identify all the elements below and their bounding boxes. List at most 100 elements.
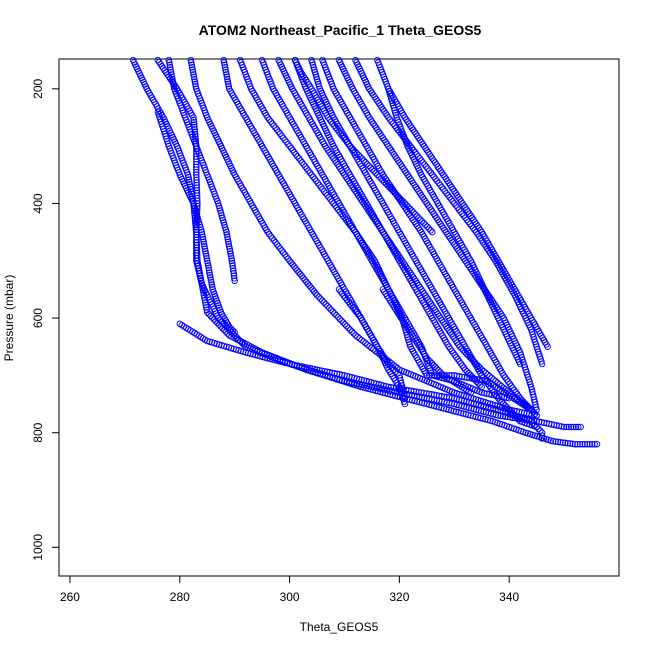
data-point (168, 71, 175, 78)
data-point (233, 334, 241, 342)
data-point (523, 401, 531, 409)
data-point (425, 390, 433, 398)
data-point (338, 290, 346, 297)
data-point (467, 389, 475, 396)
data-point (193, 254, 200, 262)
data-point (516, 395, 524, 402)
data-point (521, 400, 529, 407)
data-point (208, 281, 216, 288)
data-point (190, 118, 198, 126)
data-point (431, 363, 439, 371)
data-point (425, 225, 433, 232)
data-point (302, 163, 309, 170)
data-point (189, 66, 196, 73)
data-point (280, 249, 287, 256)
data-point (350, 330, 357, 337)
data-point (346, 373, 353, 380)
data-point (423, 223, 431, 230)
data-point (200, 238, 207, 245)
data-point (340, 292, 347, 299)
data-point (298, 159, 306, 166)
data-point (238, 339, 246, 347)
data-point (362, 339, 369, 347)
data-point (265, 230, 273, 238)
data-point (338, 371, 346, 379)
data-point (200, 240, 208, 248)
data-point (319, 297, 326, 304)
data-point (401, 392, 408, 400)
data-point (365, 378, 373, 386)
data-point (401, 200, 409, 207)
data-point (295, 155, 303, 162)
chart-title: ATOM2 Northeast_Pacific_1 Theta_GEOS5 (199, 22, 482, 38)
y-tick-label: 600 (31, 308, 45, 328)
data-point (500, 384, 507, 391)
data-point (312, 289, 319, 297)
data-point (227, 250, 234, 257)
data-point (217, 209, 225, 217)
data-point (334, 206, 342, 213)
data-point (190, 71, 197, 78)
data-point (224, 233, 231, 241)
data-point (264, 228, 271, 236)
data-point (387, 185, 395, 193)
data-point (538, 360, 546, 368)
data-point (293, 267, 301, 274)
data-point (169, 76, 176, 83)
data-point (326, 304, 333, 312)
data-point (516, 360, 524, 368)
data-point (308, 171, 315, 179)
data-point (566, 440, 574, 447)
data-point (581, 440, 589, 448)
data-point (342, 294, 349, 301)
data-point (223, 231, 231, 238)
data-point (531, 421, 539, 429)
data-point (478, 383, 485, 391)
data-point (201, 245, 209, 253)
data-point (203, 309, 211, 316)
data-point (417, 216, 424, 223)
data-point (280, 134, 287, 142)
data-point (221, 61, 228, 69)
data-point (353, 150, 361, 157)
data-point (315, 293, 323, 301)
data-point (326, 369, 333, 376)
data-point (207, 274, 214, 281)
data-point (224, 76, 231, 83)
data-point (430, 361, 437, 369)
data-point (338, 132, 346, 140)
data-point (416, 393, 423, 401)
data-point (294, 153, 301, 160)
data-point (415, 214, 422, 222)
data-point (366, 342, 373, 350)
data-point (318, 367, 326, 374)
data-point (331, 310, 338, 317)
data-point (225, 80, 232, 88)
data-point (313, 366, 321, 373)
data-point (198, 228, 205, 236)
data-point (392, 368, 399, 375)
data-point (270, 122, 278, 129)
data-point (552, 438, 559, 445)
data-point (305, 167, 312, 174)
data-point (492, 377, 499, 385)
data-point (557, 439, 564, 446)
data-point (323, 192, 331, 199)
data-point (281, 359, 288, 366)
data-point (396, 194, 403, 202)
data-point (356, 335, 363, 342)
data-point (166, 64, 174, 71)
data-point (456, 373, 463, 380)
data-point (301, 276, 309, 284)
data-point (220, 59, 228, 66)
x-tick-label: 280 (170, 590, 190, 604)
data-point (450, 407, 457, 415)
data-point (348, 302, 355, 310)
data-point (500, 400, 507, 407)
data-point (441, 187, 449, 195)
data-point (192, 83, 200, 90)
data-point (529, 419, 537, 427)
data-point (281, 251, 289, 258)
data-point (345, 324, 352, 332)
data-point (353, 375, 360, 382)
